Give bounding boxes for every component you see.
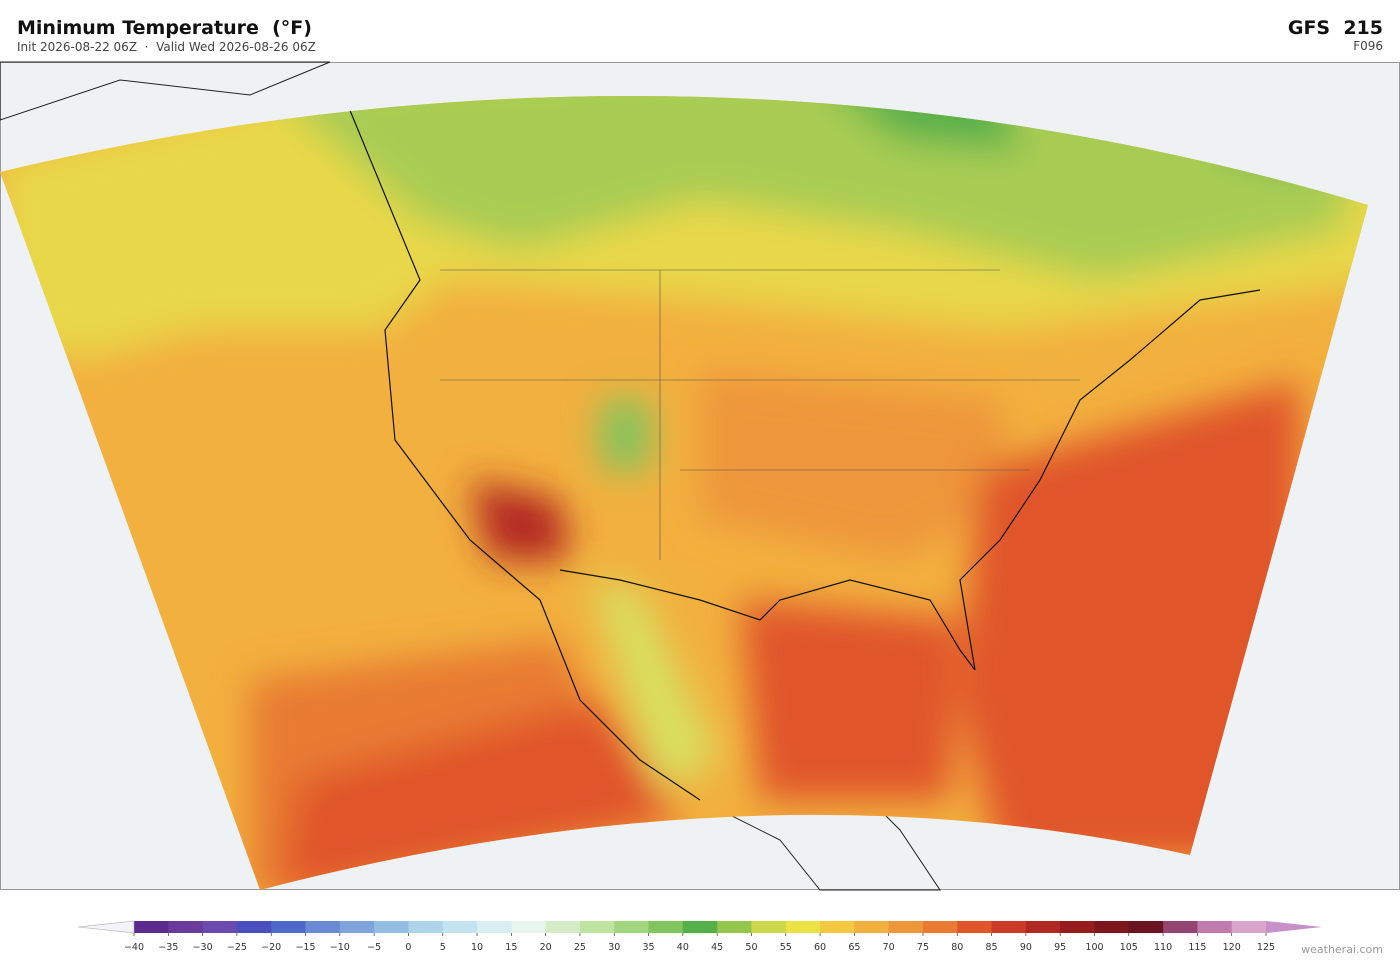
colorbar-tick-label: 30 <box>608 942 620 953</box>
colorbar-segment <box>614 921 650 933</box>
colorbar-segment <box>991 921 1027 933</box>
colorbar-segment <box>305 921 341 933</box>
model: GFS 215 <box>1288 17 1383 39</box>
colorbar-segment <box>477 921 512 933</box>
colorbar-tick-label: 105 <box>1120 942 1138 953</box>
colorbar-tick-label: −5 <box>367 942 381 953</box>
colorbar-segment <box>134 921 169 933</box>
colorbar-segment <box>579 921 615 933</box>
colorbar-tick-label: 45 <box>711 942 723 953</box>
borders <box>440 269 1080 560</box>
colorbar-segment <box>751 921 787 933</box>
colorbar-tick-label: 20 <box>540 942 552 953</box>
colorbar-tick-label: 120 <box>1223 942 1241 953</box>
colorbar-tick-label: 55 <box>780 942 792 953</box>
colorbar-segment <box>820 921 855 933</box>
colorbar-tick-label: 70 <box>883 942 895 953</box>
colorbar-tick-label: 35 <box>642 942 654 953</box>
colorbar-segment <box>1163 921 1198 933</box>
colorbar-segment <box>202 921 238 933</box>
colorbar-segment <box>1025 921 1061 933</box>
colorbar-tick-label: 50 <box>745 942 757 953</box>
colorbar-segment <box>236 921 272 933</box>
colorbar-tick-label: −30 <box>193 942 213 953</box>
colorbar-segment <box>1060 921 1095 933</box>
colorbar-tick-label: 115 <box>1188 942 1206 953</box>
credit: weatherai.com <box>1301 943 1383 956</box>
colorbar-segment <box>442 921 478 933</box>
colorbar-tick-label: 100 <box>1085 942 1103 953</box>
colorbar-tick-label: −35 <box>158 942 178 953</box>
colorbar-tick-label: −15 <box>295 942 315 953</box>
subtitle: Init 2026-08-22 06Z · Valid Wed 2026-08-… <box>17 40 316 54</box>
colorbar-segment <box>545 921 581 933</box>
colorbar-segment <box>854 921 890 933</box>
colorbar-tick-label: −40 <box>124 942 144 953</box>
colorbar-tick-label: 80 <box>951 942 963 953</box>
colorbar-tick-label: 65 <box>848 942 860 953</box>
colorbar-segment <box>682 921 718 933</box>
colorbar-segment <box>339 921 375 933</box>
colorbar-tick-label: 95 <box>1054 942 1066 953</box>
colorbar-segment <box>408 921 444 933</box>
colorbar-tick-label: 15 <box>505 942 517 953</box>
colorbar-segment <box>888 921 924 933</box>
colorbar-segment <box>922 921 958 933</box>
colorbar-segment <box>168 921 204 933</box>
colorbar-under <box>77 920 135 934</box>
colorbar-tick-label: 25 <box>574 942 586 953</box>
colorbar-tick-label: 90 <box>1020 942 1032 953</box>
colorbar-segment <box>271 921 307 933</box>
colorbar-tick-label: 5 <box>440 942 446 953</box>
colorbar-segment <box>957 921 993 933</box>
colorbar-tick-label: 75 <box>917 942 929 953</box>
colorbar-segment <box>1128 921 1164 933</box>
forecast-hour: F096 <box>1353 39 1383 53</box>
colorbar-over <box>1266 921 1322 933</box>
colorbar-tick-label: −10 <box>330 942 350 953</box>
colorbar-segment <box>717 921 752 933</box>
colorbar-tick-label: −25 <box>227 942 247 953</box>
colorbar-tick-label: −20 <box>261 942 281 953</box>
colorbar-tick-label: 40 <box>677 942 689 953</box>
colorbar-tick-label: 60 <box>814 942 826 953</box>
colorbar-tick-label: 125 <box>1257 942 1275 953</box>
colorbar-segment <box>1094 921 1130 933</box>
colorbar-tick-label: 10 <box>471 942 483 953</box>
colorbar-segment <box>785 921 821 933</box>
title: Minimum Temperature (°F) <box>17 17 312 39</box>
colorbar-tick-label: 85 <box>986 942 998 953</box>
colorbar-segment <box>1231 921 1267 933</box>
colorbar-segment <box>511 921 547 933</box>
colorbar-tick-label: 0 <box>405 942 411 953</box>
colorbar-segment <box>648 921 684 933</box>
colorbar-segment <box>374 921 409 933</box>
coastline <box>329 96 1261 801</box>
colorbar: −40 −35 −30 −25 −20 −15 −10 −5 0 5 10 15 20 25 30 35 40 4… <box>77 920 1322 953</box>
colorbar-segment <box>1197 921 1233 933</box>
colorbar-tick-label: 110 <box>1154 942 1172 953</box>
